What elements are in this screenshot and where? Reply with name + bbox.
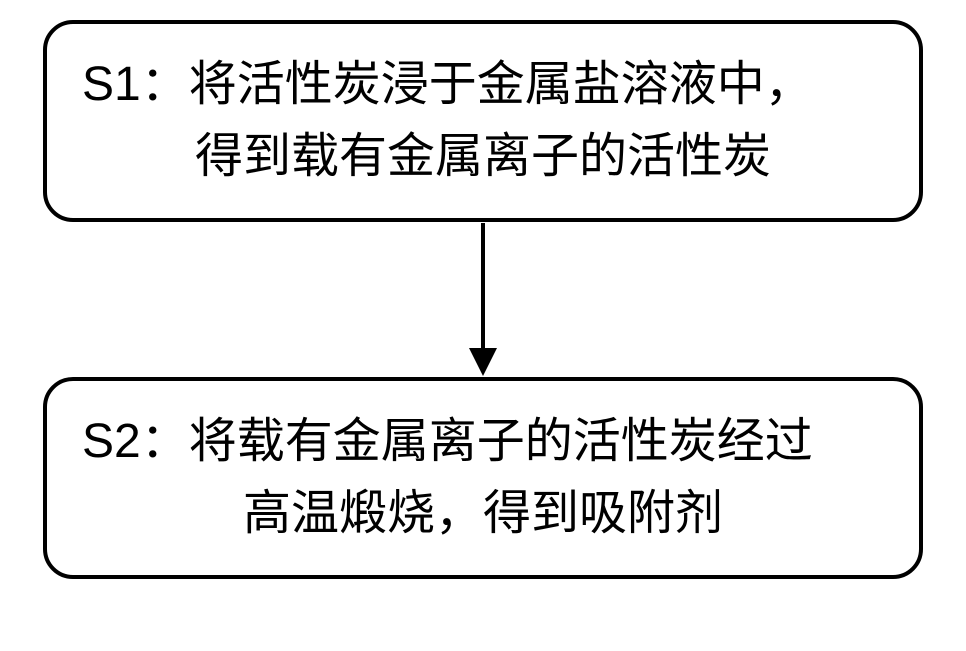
arrow-head-icon xyxy=(469,348,497,376)
step-label-s2: S2： xyxy=(82,415,189,468)
flowchart-node-s2-text: S2：将载有金属离子的活性炭经过 高温煅烧，得到吸附剂 xyxy=(82,406,884,550)
s1-text-line2: 得到载有金属离子的活性炭 xyxy=(82,121,884,193)
s1-text-line1: 将活性炭浸于金属盐溶液中， xyxy=(189,58,813,111)
arrow-line xyxy=(481,223,485,348)
flowchart-node-s2: S2：将载有金属离子的活性炭经过 高温煅烧，得到吸附剂 xyxy=(43,377,923,579)
flowchart-node-s1: S1：将活性炭浸于金属盐溶液中， 得到载有金属离子的活性炭 xyxy=(43,20,923,222)
step-label-s1: S1： xyxy=(82,58,189,111)
s2-text-line2: 高温煅烧，得到吸附剂 xyxy=(82,478,884,550)
s2-text-line1: 将载有金属离子的活性炭经过 xyxy=(189,415,813,468)
flowchart-node-s1-text: S1：将活性炭浸于金属盐溶液中， 得到载有金属离子的活性炭 xyxy=(82,49,884,193)
flowchart-arrow xyxy=(469,222,497,377)
